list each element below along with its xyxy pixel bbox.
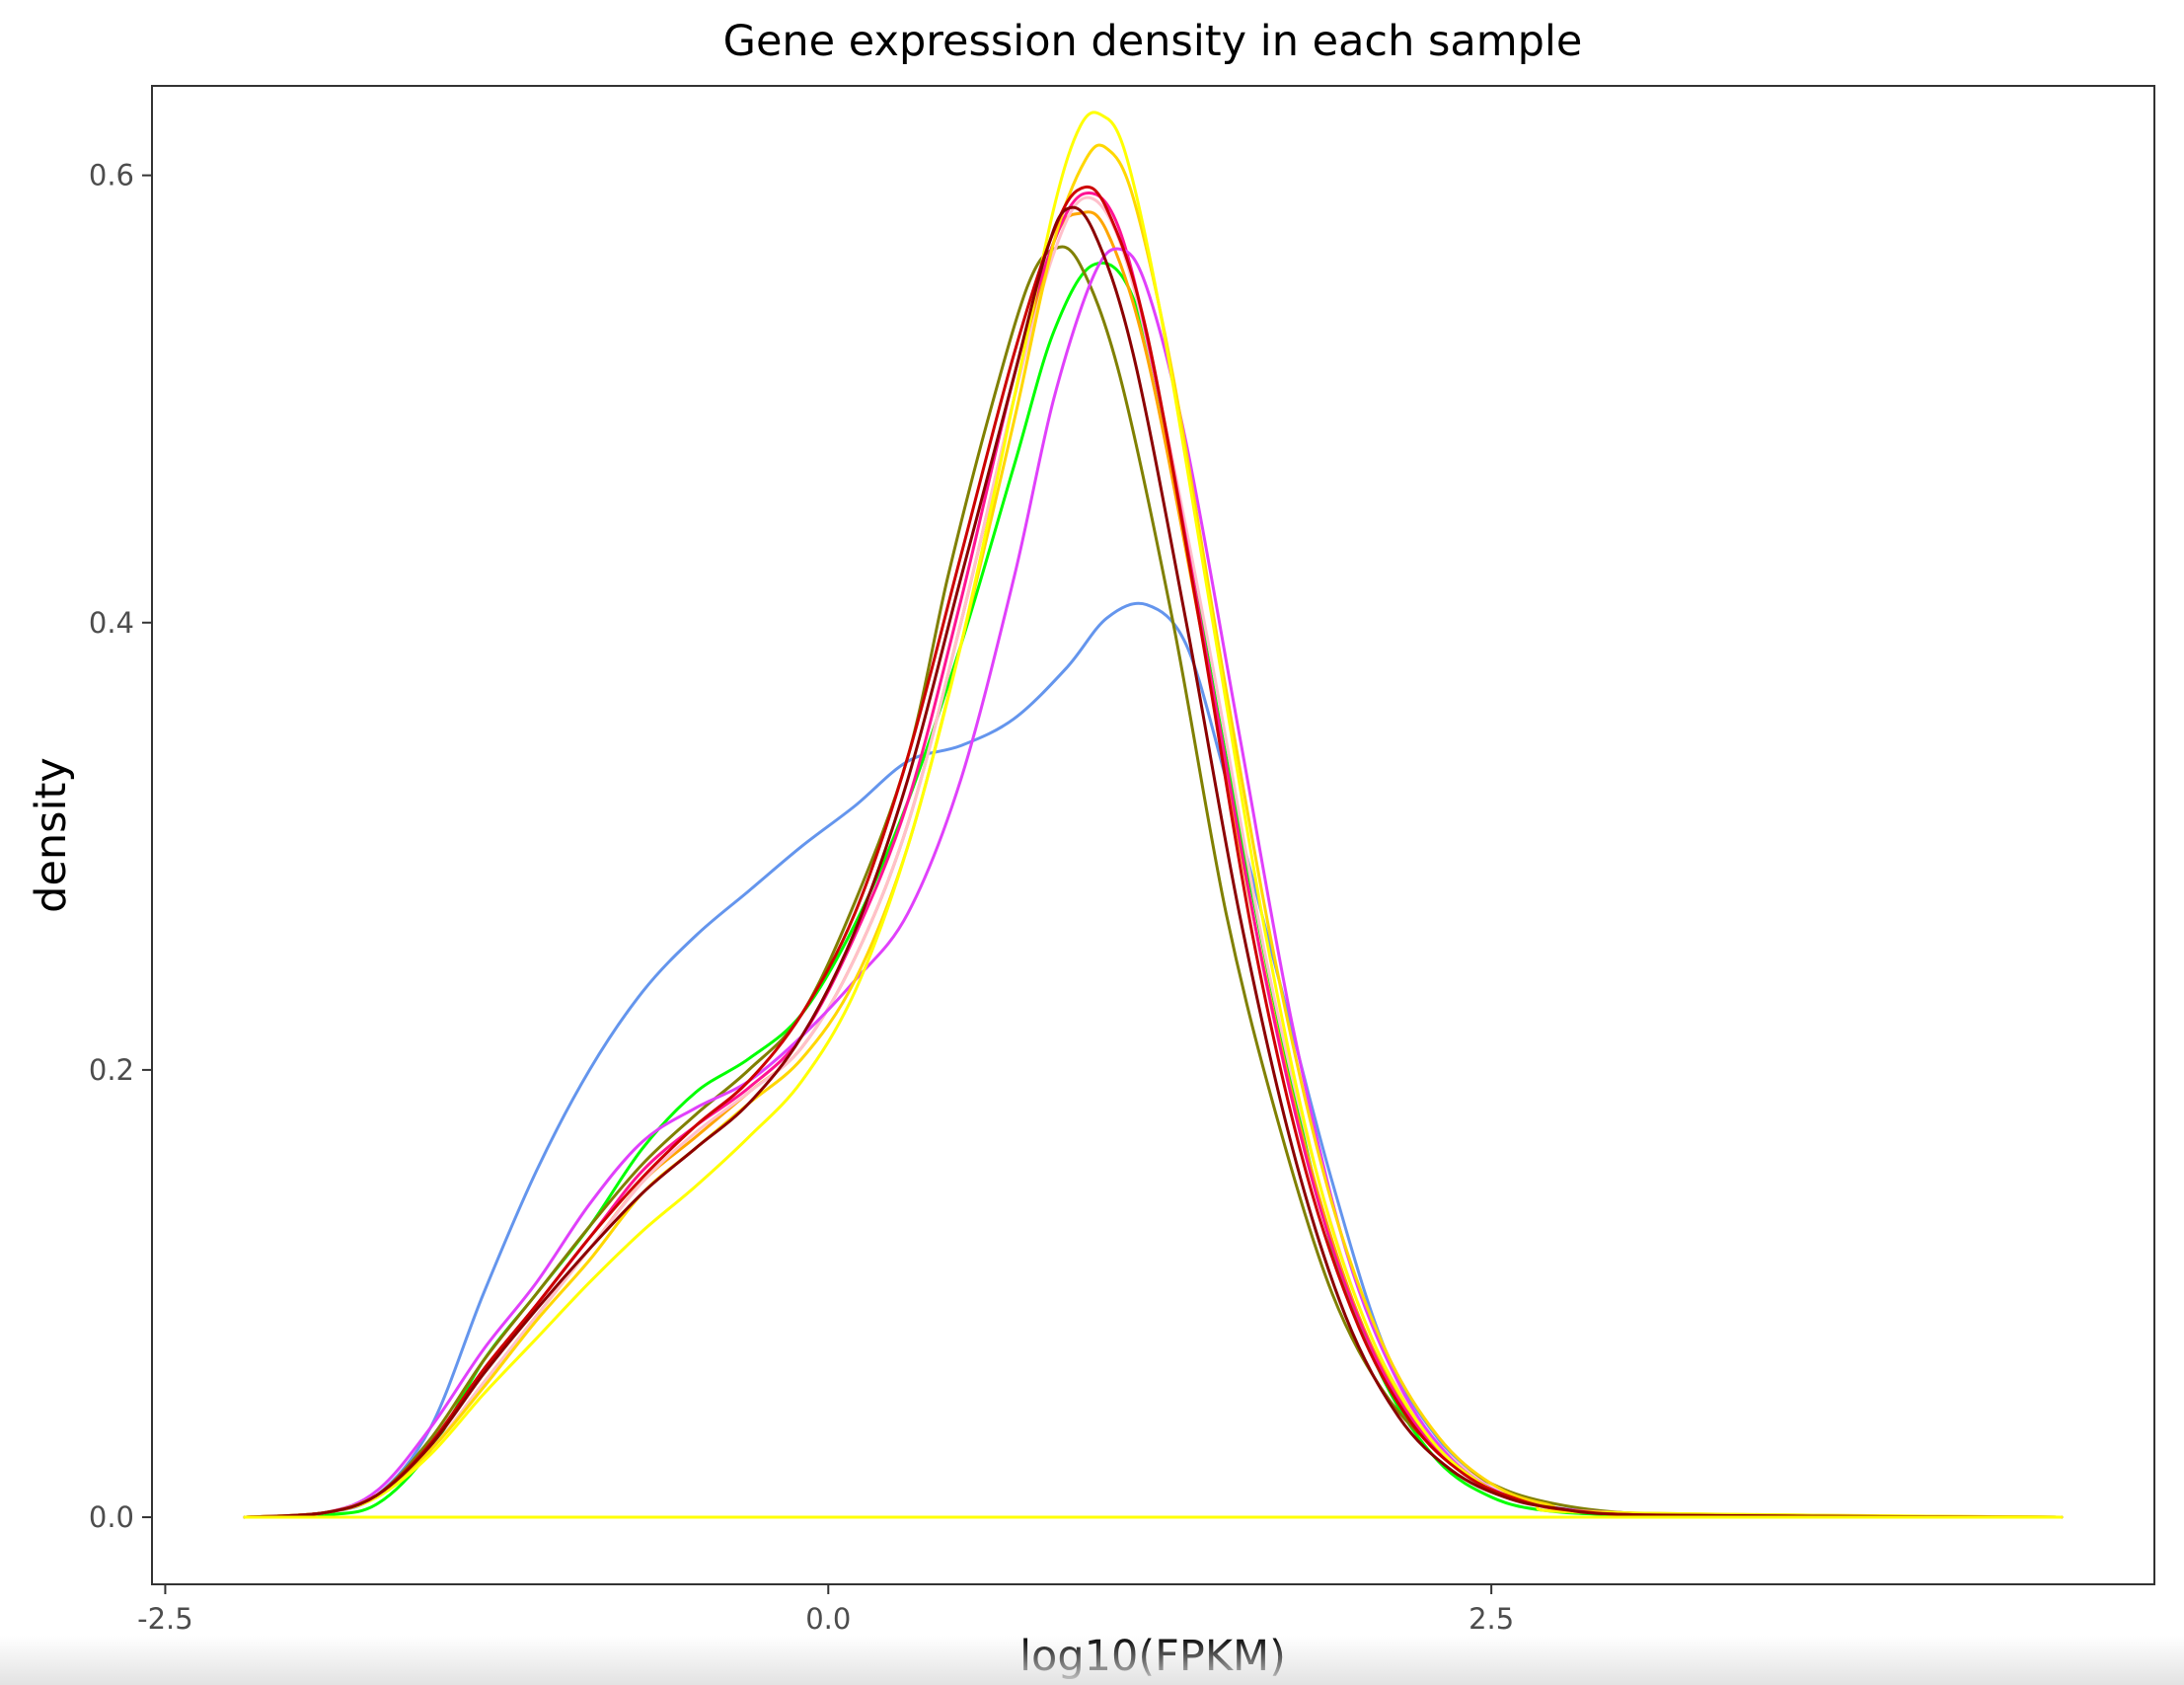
- x-tick-label: 2.5: [1469, 1602, 1514, 1636]
- density-line: [243, 143, 2064, 1519]
- y-axis: 0.0 0.2 0.4 0.6: [89, 159, 152, 1534]
- y-tick-label: 0.4: [89, 606, 134, 640]
- plot-panel: [151, 85, 2155, 1585]
- chart-title: Gene expression density in each sample: [723, 17, 1583, 66]
- x-axis: -2.5 0.0 2.5: [137, 1584, 1514, 1636]
- window-bottom-shade: [0, 1636, 2184, 1685]
- y-tick-label: 0.6: [89, 159, 134, 192]
- y-tick-label: 0.2: [89, 1053, 134, 1087]
- density-line: [243, 205, 2064, 1519]
- density-line: [243, 111, 2064, 1519]
- y-tick-label: 0.0: [89, 1500, 134, 1534]
- y-axis-title: density: [27, 757, 76, 913]
- density-lines: [243, 111, 2064, 1519]
- x-tick-label: -2.5: [137, 1602, 193, 1636]
- x-tick-label: 0.0: [805, 1602, 851, 1636]
